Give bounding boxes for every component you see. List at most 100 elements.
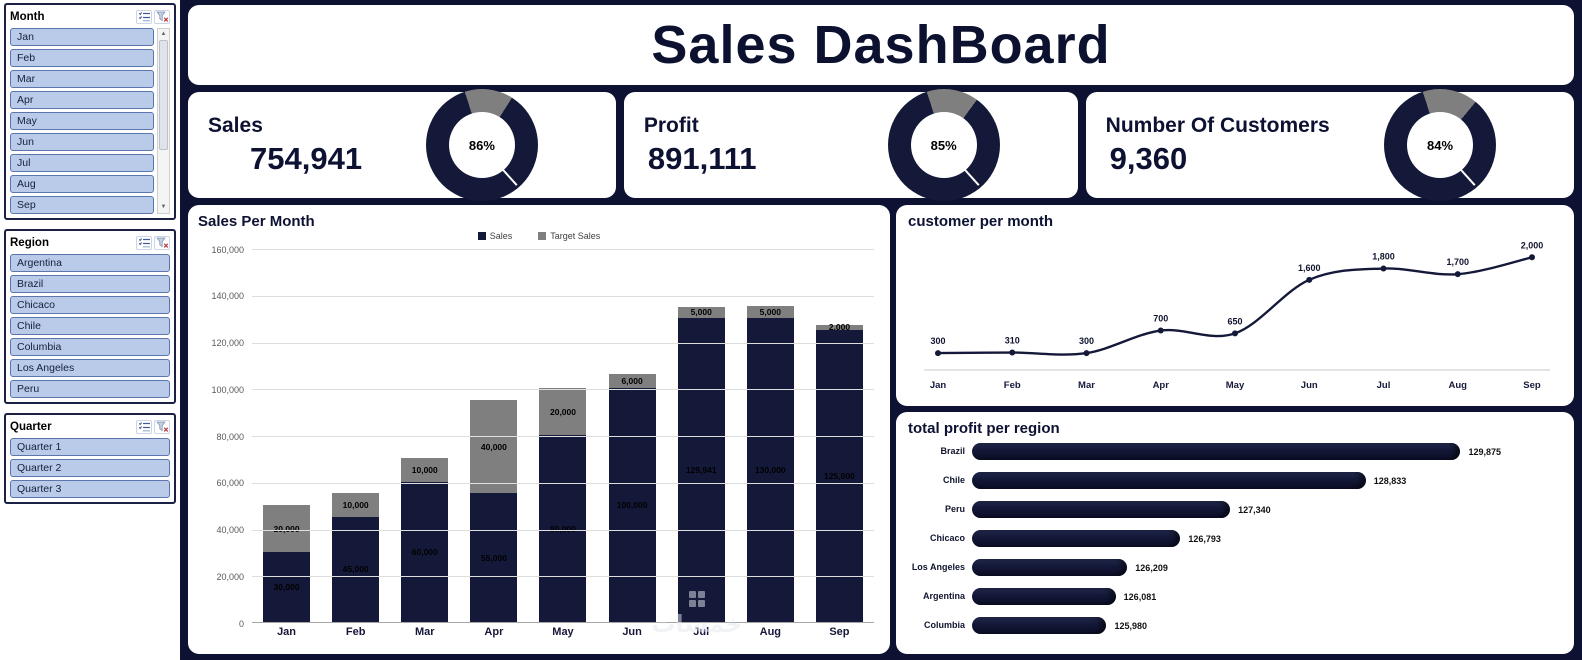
hbar-row-peru: Peru 127,340: [908, 495, 1562, 524]
legend-item-sales: Sales: [477, 231, 512, 241]
clear-filter-icon[interactable]: [154, 419, 170, 434]
gridline: [252, 529, 874, 531]
slicer-item-jan[interactable]: Jan: [10, 28, 154, 46]
chart-legend: Sales Target Sales: [198, 231, 880, 241]
hbar-row-columbia: Columbia 125,980: [908, 611, 1562, 640]
slicer-header: Quarter: [10, 418, 170, 435]
kpi-value: 891,111: [647, 140, 757, 176]
slicer-month: Month Jan Feb Mar Apr May Jun Jul Aug Sep ▲ ▼: [4, 3, 176, 220]
clear-filter-icon[interactable]: [154, 235, 170, 250]
svg-text:Jul: Jul: [1377, 380, 1391, 391]
sales-segment: 45,000: [332, 516, 380, 622]
multi-select-icon[interactable]: [136, 9, 152, 24]
y-axis-label: 60,000: [216, 478, 244, 489]
svg-text:1,800: 1,800: [1372, 252, 1395, 262]
slicer-item-chile[interactable]: Chile: [10, 317, 170, 335]
slicer-item-columbia[interactable]: Columbia: [10, 338, 170, 356]
slicer-item-quarter-2[interactable]: Quarter 2: [10, 459, 170, 477]
sales-per-month-chart: Sales Per Month Sales Target Sales 20,00…: [188, 205, 890, 654]
hbar-argentina: [972, 588, 1116, 605]
slicer-item-mar[interactable]: Mar: [10, 70, 154, 88]
sales-segment: 125,000: [815, 329, 863, 622]
hbar-row-brazil: Brazil 129,875: [908, 437, 1562, 466]
donut-percent-label: 86%: [468, 137, 495, 153]
svg-text:Apr: Apr: [1153, 380, 1170, 391]
hbar-value-label: 125,980: [1114, 620, 1148, 631]
slicer-item-feb[interactable]: Feb: [10, 49, 154, 67]
svg-text:2,000: 2,000: [1521, 240, 1544, 250]
kpi-label: Number Of Customers: [1105, 113, 1330, 137]
slicer-item-quarter-3[interactable]: Quarter 3: [10, 480, 170, 498]
y-axis-label: 40,000: [216, 525, 244, 535]
kpi-card-sales: Sales 754,941 86%: [188, 89, 616, 201]
slicer-item-jun[interactable]: Jun: [10, 133, 154, 151]
slicer-title: Month: [10, 10, 45, 23]
kpi-text: Profit 891,111: [644, 114, 888, 177]
charts-row: Sales Per Month Sales Target Sales 20,00…: [188, 205, 1574, 654]
slicer-item-quarter-1[interactable]: Quarter 1: [10, 438, 170, 456]
slicer-item-brazil[interactable]: Brazil: [10, 275, 170, 293]
x-axis-label: Jul: [693, 626, 710, 638]
slicer-quarter: Quarter Quarter 1 Quarter 2 Quarter 3: [4, 413, 176, 504]
x-axis-label: May: [552, 626, 574, 638]
multi-select-icon[interactable]: [136, 235, 152, 250]
target-segment: 10,000: [332, 493, 380, 517]
slicer-panel: Month Jan Feb Mar Apr May Jun Jul Aug Sep ▲ ▼ Region…: [0, 0, 180, 660]
svg-text:300: 300: [1079, 336, 1094, 346]
page-title: Sales DashBoard: [651, 15, 1111, 75]
kpi-donut-sales: 86%: [425, 89, 538, 201]
target-segment: 20,000: [263, 505, 311, 552]
slicer-item-argentina[interactable]: Argentina: [10, 254, 170, 272]
main-area: Sales DashBoard Sales 754,941 86% Profit…: [180, 0, 1582, 660]
y-axis-label: 0: [238, 618, 244, 629]
kpi-value: 9,360: [1109, 140, 1188, 176]
slicer-item-jul[interactable]: Jul: [10, 154, 154, 172]
hbar-value-label: 126,081: [1123, 591, 1157, 602]
column-slot: 5,000 129,941: [667, 249, 736, 622]
chart-title: Sales Per Month: [198, 213, 315, 230]
scroll-track: [159, 40, 168, 202]
scroll-thumb[interactable]: [159, 40, 168, 151]
sales-segment: 130,000: [746, 318, 794, 622]
column-apr: 40,000 55,000: [470, 399, 518, 622]
slicer-item-chicaco[interactable]: Chicaco: [10, 296, 170, 314]
gridline: [252, 436, 874, 437]
slicer-item-aug[interactable]: Aug: [10, 175, 154, 193]
slicer-scrollbar[interactable]: ▲ ▼: [157, 28, 170, 214]
slicer-item-peru[interactable]: Peru: [10, 380, 170, 398]
clear-filter-icon[interactable]: [154, 9, 170, 24]
y-axis-label: 20,000: [216, 571, 244, 582]
hbar-row-los-angeles: Los Angeles 126,209: [908, 553, 1562, 582]
scroll-up-icon[interactable]: ▲: [160, 31, 167, 37]
scroll-down-icon[interactable]: ▼: [160, 204, 167, 210]
sales-segment: 80,000: [539, 435, 587, 622]
svg-text:Sep: Sep: [1523, 380, 1541, 391]
slicer-header: Month: [10, 8, 170, 25]
column-slot: 10,000 60,000: [390, 249, 459, 622]
hbar-category-label: Los Angeles: [911, 562, 965, 573]
svg-text:1,700: 1,700: [1446, 257, 1469, 267]
total-profit-per-region-chart: total profit per region Brazil 129,875 Chi…: [896, 412, 1574, 654]
slicer-item-may[interactable]: May: [10, 112, 154, 130]
slicer-item-sep[interactable]: Sep: [10, 196, 154, 214]
hbar-value-label: 129,875: [1468, 446, 1501, 457]
gridline: [252, 389, 874, 391]
kpi-card-customers: Number Of Customers 9,360 84%: [1085, 89, 1574, 201]
column-mar: 10,000 60,000: [401, 458, 449, 622]
svg-text:Aug: Aug: [1449, 380, 1468, 391]
column-feb: 10,000 45,000: [332, 493, 380, 622]
hbar-value-label: 126,793: [1188, 533, 1221, 544]
multi-select-icon[interactable]: [136, 419, 152, 434]
legend-item-target-sales: Target Sales: [538, 231, 600, 241]
column-slot: 20,000 30,000: [252, 249, 321, 622]
gridline: [252, 342, 874, 344]
slicer-item-los-angeles[interactable]: Los Angeles: [10, 359, 170, 377]
donut-percent: 85%: [910, 112, 977, 178]
x-axis-label: Sep: [829, 626, 850, 638]
hbar-rows: Brazil 129,875 Chile 128,833 Peru 127,340 Chic…: [908, 437, 1562, 640]
slicer-item-apr[interactable]: Apr: [10, 91, 154, 109]
svg-text:300: 300: [930, 336, 945, 346]
target-segment: 5,000: [746, 306, 794, 319]
hbar-chile: [972, 472, 1366, 489]
column-jan: 20,000 30,000: [263, 505, 311, 622]
